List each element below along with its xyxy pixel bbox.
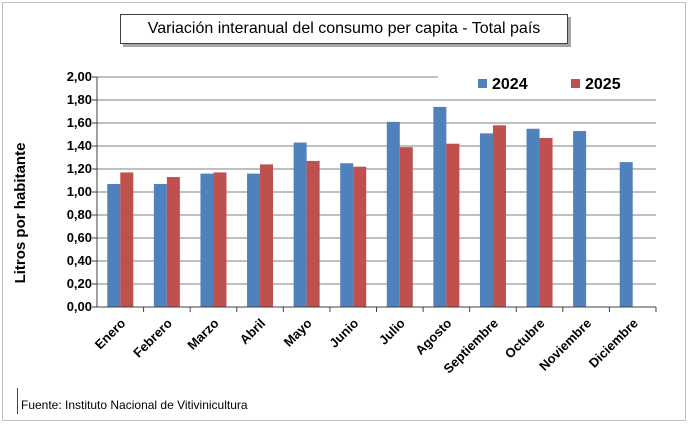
bar-2025-octubre — [539, 137, 553, 307]
bar-2024-octubre — [526, 128, 540, 307]
x-tick-label: Marzo — [184, 315, 221, 352]
chart-title-text: Variación interanual del consumo per cap… — [147, 20, 541, 37]
x-tick-label: Diciembre — [586, 316, 641, 371]
bar-2024-abril — [247, 173, 261, 307]
chart-title: Variación interanual del consumo per cap… — [120, 14, 568, 44]
bar-2025-abril — [260, 164, 274, 307]
bar-2024-marzo — [200, 173, 214, 307]
y-axis-label: Litros por habitante — [12, 143, 29, 284]
bar-2025-enero — [120, 172, 134, 307]
y-tick-label: 0,60 — [67, 230, 92, 245]
x-tick-label: Abril — [237, 316, 269, 348]
x-tick-label: Octubre — [502, 316, 548, 362]
y-tick-label: 2,00 — [67, 69, 92, 84]
x-tick-label: Febrero — [130, 315, 175, 360]
bar-2025-julio — [399, 147, 413, 307]
y-tick-label: 0,00 — [67, 299, 92, 314]
gridlines — [97, 76, 656, 285]
source-text: Fuente: Instituto Nacional de Vitivinicu… — [21, 398, 248, 412]
bar-2024-junio — [340, 163, 354, 307]
bar-2025-mayo — [306, 160, 320, 307]
bar-2024-septiembre — [479, 133, 493, 307]
bar-2024-noviembre — [573, 131, 587, 307]
legend-swatch-2025 — [571, 79, 580, 88]
y-tick-label: 0,20 — [67, 276, 92, 291]
x-tick-label: Agosto — [412, 315, 454, 357]
chart-frame — [2, 2, 686, 421]
legend-swatch-2024 — [478, 79, 487, 88]
bar-2025-febrero — [166, 177, 180, 307]
y-tick-label: 1,20 — [67, 161, 92, 176]
bar-2024-febrero — [153, 183, 167, 307]
y-tick-label: 1,40 — [67, 138, 92, 153]
bar-2025-agosto — [446, 143, 460, 307]
bar-2024-julio — [386, 121, 400, 307]
axes — [92, 76, 657, 312]
y-tick-label: 1,00 — [67, 184, 92, 199]
bar-2025-junio — [353, 166, 367, 307]
bar-2024-agosto — [433, 106, 447, 308]
x-tick-label: Junio — [326, 315, 361, 350]
bar-2024-enero — [107, 183, 121, 307]
bar-2024-mayo — [293, 142, 307, 307]
bars — [107, 106, 633, 308]
y-tick-label: 1,60 — [67, 115, 92, 130]
y-tick-label: 1,80 — [67, 92, 92, 107]
source-note: Fuente: Instituto Nacional de Vitivinicu… — [17, 388, 248, 414]
x-tick-label: Mayo — [281, 315, 315, 349]
y-tick-label: 0,80 — [67, 207, 92, 222]
legend: 2024 2025 — [478, 76, 621, 93]
y-tick-label: 0,40 — [67, 253, 92, 268]
x-tick-labels: Enero Febrero Marzo Abril Mayo Junio Julio Agos… — [92, 315, 641, 376]
bar-2025-septiembre — [492, 125, 506, 307]
x-tick-label: Enero — [92, 315, 129, 352]
y-tick-labels: 0,00 0,20 0,40 0,60 0,80 1,00 1,20 1,40 1,60 1,80… — [67, 69, 92, 314]
legend-label-2025: 2025 — [585, 76, 621, 93]
legend-label-2024: 2024 — [492, 76, 528, 93]
bar-2024-diciembre — [619, 162, 633, 307]
x-tick-label: Julio — [376, 315, 408, 347]
bar-2025-marzo — [213, 172, 227, 307]
